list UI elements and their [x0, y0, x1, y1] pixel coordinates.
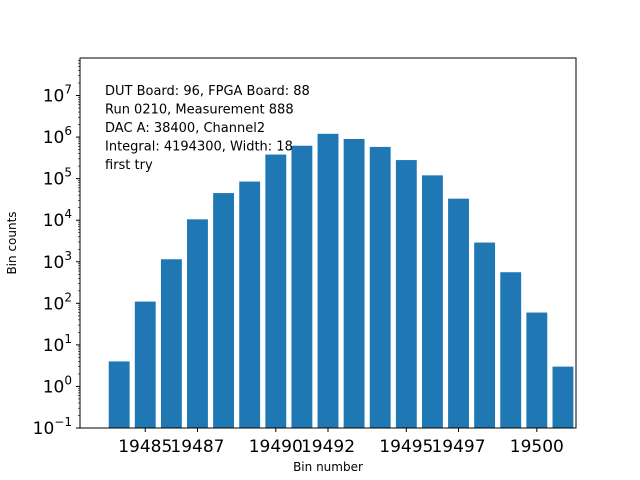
bar-19493 — [343, 138, 365, 429]
y-tick-label: 101 — [43, 332, 72, 356]
run-info-annotation: DUT Board: 96, FPGA Board: 88 Run 0210, M… — [105, 84, 310, 173]
bar-19496 — [421, 175, 443, 428]
y-tick-label: 104 — [43, 207, 72, 231]
bar-19485 — [134, 301, 156, 428]
y-axis-label: Bin counts — [5, 211, 19, 274]
bar-19486 — [160, 259, 182, 428]
x-tick-label: 19485 — [118, 437, 172, 457]
x-tick-label: 19497 — [431, 437, 485, 457]
x-tick-label: 19495 — [379, 437, 433, 457]
y-tick-label: 107 — [43, 83, 72, 107]
x-tick-label: 19490 — [249, 437, 303, 457]
bar-19487 — [187, 219, 208, 428]
annotation-line: DUT Board: 96, FPGA Board: 88 — [105, 84, 310, 99]
bar-19491 — [291, 145, 313, 428]
bar-19494 — [369, 146, 391, 429]
y-tick-label: 100 — [43, 373, 72, 397]
bar-19492 — [317, 133, 339, 429]
y-tick-label: 106 — [43, 124, 72, 148]
bar-19489 — [239, 181, 261, 428]
bar-19495 — [395, 160, 417, 428]
bar-19488 — [213, 193, 235, 428]
bar-19501 — [552, 366, 574, 428]
bar-19498 — [474, 242, 496, 428]
x-tick-label: 19492 — [301, 437, 355, 457]
annotation-line: Run 0210, Measurement 888 — [105, 103, 294, 118]
x-axis-label: Bin number — [293, 460, 363, 474]
x-tick-label: 19487 — [170, 437, 224, 457]
y-tick-label: 105 — [43, 166, 72, 190]
bar-19484 — [108, 361, 130, 428]
bar-19497 — [448, 198, 469, 428]
y-axis-ticks: 10−1 100 101 102 103 104 105 106 107 — [33, 60, 80, 439]
bar-19500 — [526, 312, 548, 428]
annotation-line: first try — [105, 158, 153, 173]
y-tick-label: 103 — [43, 249, 72, 273]
y-tick-label: 10−1 — [33, 415, 72, 439]
bar-series — [108, 133, 574, 429]
bar-19490 — [265, 154, 287, 429]
y-tick-label: 102 — [43, 290, 72, 314]
x-tick-label: 19500 — [510, 437, 564, 457]
annotation-line: Integral: 4194300, Width: 18 — [105, 140, 293, 155]
annotation-line: DAC A: 38400, Channel2 — [105, 121, 265, 136]
bar-19499 — [500, 272, 522, 428]
